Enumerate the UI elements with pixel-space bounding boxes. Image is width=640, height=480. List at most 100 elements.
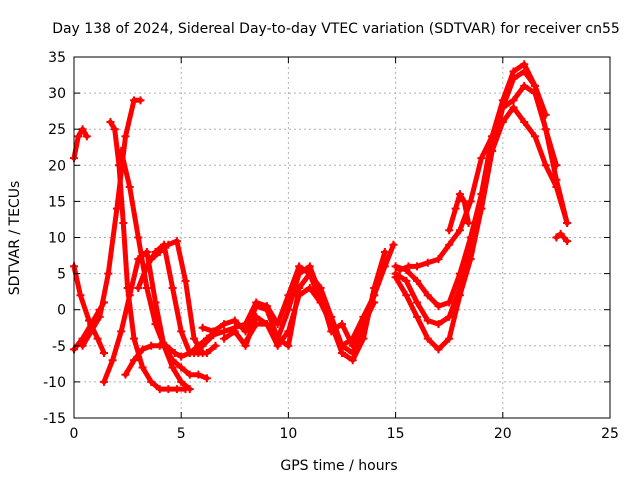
data-point-marker — [348, 349, 357, 358]
data-point-marker — [552, 161, 561, 170]
data-point-marker — [252, 302, 261, 311]
data-point-marker — [445, 334, 454, 343]
data-point-marker — [177, 377, 186, 386]
data-point-marker — [181, 385, 190, 394]
data-point-marker — [130, 334, 139, 343]
data-point-marker — [434, 302, 443, 311]
data-point-marker — [138, 345, 147, 354]
data-point-marker — [509, 74, 518, 83]
data-point-marker — [172, 385, 181, 394]
data-point-marker — [85, 316, 94, 325]
data-point-marker — [209, 327, 218, 336]
data-point-marker — [262, 305, 271, 314]
data-point-marker — [295, 269, 304, 278]
data-point-marker — [194, 370, 203, 379]
data-point-marker — [455, 190, 464, 199]
data-point-marker — [455, 284, 464, 293]
data-point-marker — [115, 161, 124, 170]
data-point-marker — [147, 255, 156, 264]
data-point-marker — [464, 219, 473, 228]
data-point-marker — [168, 363, 177, 372]
x-tick-label: 10 — [279, 426, 297, 442]
data-point-marker — [338, 320, 346, 329]
data-point-marker — [445, 240, 454, 249]
data-point-marker — [434, 345, 443, 354]
data-point-marker — [106, 117, 115, 126]
data-point-marker — [477, 154, 486, 163]
data-point-marker — [460, 197, 469, 206]
data-point-marker — [423, 334, 432, 343]
data-point-marker — [164, 385, 173, 394]
x-tick-label: 20 — [494, 426, 512, 442]
data-point-marker — [170, 349, 179, 358]
data-point-marker — [130, 356, 139, 365]
data-point-marker — [305, 262, 314, 271]
data-point-marker — [563, 219, 572, 228]
data-point-marker — [121, 132, 130, 141]
data-point-marker — [316, 291, 325, 300]
data-point-marker — [119, 219, 128, 228]
data-point-marker — [108, 356, 117, 365]
data-point-marker — [211, 341, 220, 350]
data-point-marker — [391, 262, 400, 271]
data-point-marker — [563, 237, 572, 246]
data-point-marker — [117, 327, 126, 336]
data-point-marker — [348, 356, 357, 365]
data-point-marker — [142, 262, 151, 271]
data-point-marker — [498, 103, 507, 112]
data-point-marker — [509, 103, 518, 112]
data-point-marker — [198, 341, 207, 350]
data-point-marker — [530, 132, 539, 141]
data-point-marker — [295, 262, 304, 271]
data-point-marker — [151, 320, 160, 329]
data-point-marker — [509, 96, 518, 105]
data-point-marker — [252, 312, 261, 321]
data-point-marker — [230, 316, 239, 325]
data-point-marker — [552, 233, 561, 242]
series-arc-4 — [80, 97, 143, 349]
data-point-marker — [147, 341, 156, 350]
data-point-marker — [93, 334, 102, 343]
data-point-marker — [177, 327, 186, 336]
data-point-marker — [185, 370, 194, 379]
data-point-marker — [147, 377, 156, 386]
data-point-marker — [445, 298, 454, 307]
y-tick-label: 30 — [48, 86, 66, 102]
data-point-marker — [359, 320, 368, 329]
data-point-marker — [125, 182, 134, 191]
data-point-marker — [74, 132, 83, 141]
data-point-marker — [556, 229, 565, 238]
grid — [74, 57, 610, 418]
x-tick-label: 25 — [601, 426, 619, 442]
data-point-marker — [477, 190, 486, 199]
data-point-marker — [134, 233, 143, 242]
y-tick-label: -5 — [52, 339, 66, 355]
x-tick-label: 5 — [177, 426, 186, 442]
data-point-marker — [434, 255, 443, 264]
data-point-marker — [423, 316, 432, 325]
data-point-marker — [284, 305, 293, 314]
y-tick-label: 20 — [48, 158, 66, 174]
series-arc-1 — [71, 126, 90, 161]
data-point-marker — [455, 269, 464, 278]
data-point-marker — [164, 240, 173, 249]
data-point-marker — [202, 374, 211, 383]
data-point-marker — [104, 269, 113, 278]
axis-ticks: 0 5 10 15 20 25 -15 -10 -5 0 5 10 15 20 25 30 35 — [43, 50, 619, 442]
data-point-marker — [423, 291, 432, 300]
data-point-marker — [338, 349, 346, 358]
y-tick-label: 10 — [48, 231, 66, 247]
y-tick-label: 35 — [48, 50, 66, 66]
data-point-marker — [134, 284, 143, 293]
data-point-marker — [82, 132, 91, 141]
data-point-marker — [284, 341, 293, 350]
data-point-marker — [220, 327, 229, 336]
data-point-marker — [389, 240, 398, 249]
data-point-marker — [100, 377, 109, 386]
data-point-marker — [136, 96, 145, 105]
data-point-marker — [370, 291, 379, 300]
data-point-marker — [230, 327, 239, 336]
data-point-marker — [177, 363, 186, 372]
